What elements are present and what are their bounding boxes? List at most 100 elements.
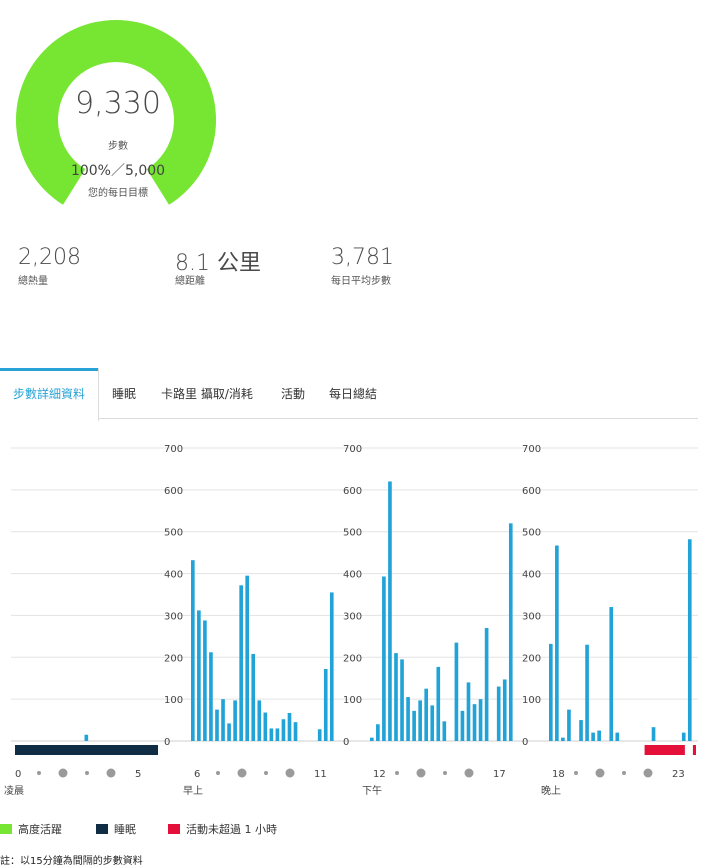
- tab-activity[interactable]: 活動: [281, 387, 306, 401]
- time-dot: [464, 768, 474, 778]
- step-bar: [591, 732, 595, 741]
- period-label: 早上: [183, 785, 203, 797]
- legend-label-sleep: 睡眠: [114, 823, 136, 836]
- legend-swatch-inactive: [168, 824, 180, 834]
- y-tick-label: 100: [343, 695, 362, 706]
- tab-calories[interactable]: 卡路里 攝取/消耗: [161, 387, 253, 401]
- step-bar: [197, 610, 201, 741]
- y-tick-label: 300: [343, 611, 362, 622]
- step-bar: [376, 724, 380, 741]
- steps-chart: 0 5 凌晨 0 100 200 300 400 500 600 700 6 11 早上 0 100 200 30…: [4, 444, 698, 797]
- total-distance-label: 總距離: [175, 276, 205, 287]
- time-dot: [285, 768, 295, 778]
- step-bar: [388, 481, 392, 741]
- step-bar: [245, 575, 250, 741]
- step-bar: [251, 653, 256, 741]
- time-dot: [622, 771, 626, 775]
- step-bar: [442, 721, 447, 741]
- step-bar: [203, 620, 207, 741]
- y-tick-label: 300: [522, 611, 541, 622]
- step-bar: [651, 727, 656, 741]
- step-bar: [406, 697, 410, 741]
- step-bar: [454, 642, 459, 741]
- time-dot: [416, 768, 426, 778]
- sleep-band: [15, 745, 158, 755]
- y-tick-label: 200: [164, 653, 183, 664]
- legend-inactive: 活動未超過 1 小時: [168, 823, 277, 837]
- y-tick-label: 500: [343, 528, 362, 539]
- goal-label: 您的每日目標: [88, 188, 148, 199]
- time-dot: [237, 768, 247, 778]
- step-bar: [281, 719, 286, 741]
- total-calories-label: 總熱量: [18, 276, 48, 287]
- step-bar: [418, 700, 422, 741]
- tab-daily-summary[interactable]: 每日總結: [329, 387, 378, 401]
- step-bar: [579, 720, 583, 741]
- step-bar: [681, 732, 686, 741]
- period-label: 晚上: [541, 785, 561, 797]
- y-tick-label: 400: [164, 570, 183, 581]
- step-bar: [191, 560, 195, 741]
- legend-sleep: 睡眠: [96, 823, 136, 837]
- time-dot: [574, 771, 578, 775]
- hour-label: 18: [552, 769, 565, 780]
- hour-label: 12: [373, 769, 386, 780]
- step-bar: [502, 679, 507, 741]
- inactive-band: [692, 745, 696, 755]
- step-bar: [561, 737, 565, 741]
- time-dot: [264, 771, 268, 775]
- step-bar: [496, 686, 501, 741]
- y-tick-label: 600: [164, 486, 183, 497]
- step-bar: [436, 666, 441, 741]
- hour-label: 23: [672, 769, 685, 780]
- y-tick-label: 600: [343, 486, 362, 497]
- y-tick-label: 200: [343, 653, 362, 664]
- y-tick-label: 400: [522, 570, 541, 581]
- inactive-band: [644, 745, 685, 755]
- total-calories-value: 2,208: [18, 245, 81, 270]
- step-bar: [293, 722, 298, 741]
- legend-swatch-sleep: [96, 824, 108, 834]
- time-dot: [106, 768, 116, 778]
- step-bar: [269, 728, 274, 741]
- step-bar: [597, 730, 601, 741]
- time-dot: [443, 771, 447, 775]
- y-tick-label: 700: [164, 444, 183, 455]
- period-label: 凌晨: [4, 784, 24, 797]
- y-tick-label: 0: [343, 737, 349, 748]
- legend-swatch-active: [0, 824, 12, 834]
- steps-label: 步數: [108, 141, 128, 152]
- y-tick-label: 500: [522, 528, 541, 539]
- daily-average-steps-label: 每日平均步數: [331, 276, 391, 287]
- step-bar: [275, 728, 280, 741]
- y-tick-label: 100: [522, 695, 541, 706]
- step-bar: [209, 652, 213, 741]
- tab-step-details[interactable]: 步數詳細資料: [0, 368, 98, 421]
- step-bar: [424, 688, 429, 741]
- time-dot: [37, 771, 41, 775]
- step-bar: [84, 734, 89, 741]
- step-bar: [555, 545, 559, 741]
- hour-label: 0: [15, 769, 21, 780]
- step-bar: [215, 709, 219, 741]
- step-bar: [478, 699, 483, 741]
- step-bar: [412, 710, 416, 741]
- step-bar: [287, 712, 292, 741]
- step-bar: [329, 592, 334, 741]
- step-bar: [567, 709, 571, 741]
- step-bar: [460, 710, 465, 741]
- step-bar: [585, 644, 589, 741]
- step-bar: [508, 523, 513, 741]
- step-bar: [472, 704, 477, 741]
- tab-sleep[interactable]: 睡眠: [112, 387, 137, 401]
- hour-label: 5: [135, 769, 141, 780]
- step-bar: [370, 737, 374, 741]
- time-dot: [395, 771, 399, 775]
- step-bar: [317, 729, 322, 741]
- time-dot: [595, 768, 605, 778]
- steps-value: 9,330: [75, 86, 161, 121]
- daily-average-steps-value: 3,781: [331, 245, 394, 270]
- y-tick-label: 700: [343, 444, 362, 455]
- y-tick-label: 300: [164, 611, 183, 622]
- step-bar: [263, 712, 268, 741]
